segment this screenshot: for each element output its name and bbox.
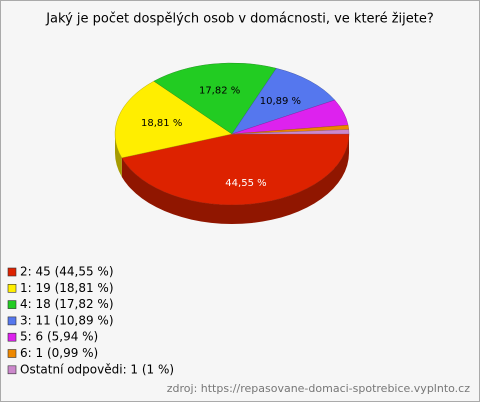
value-label: 10,89 % (260, 96, 301, 107)
legend-swatch (7, 332, 17, 342)
slice (153, 62, 277, 135)
legend-label: 1: 19 (18,81 %) (20, 281, 114, 295)
legend-swatch (7, 316, 17, 326)
slice-side (115, 134, 122, 177)
slice (114, 80, 233, 159)
legend-swatch (7, 283, 17, 293)
chart-title: Jaký je počet dospělých osob v domácnost… (45, 12, 434, 27)
source: zdroj: https://repasovane-domaci-spotreb… (167, 382, 470, 395)
value-label: 17,82 % (199, 86, 240, 97)
legend-label: 4: 18 (17,82 %) (20, 297, 114, 311)
legend-label: 6: 1 (0,99 %) (20, 346, 98, 360)
legend-swatch (7, 349, 17, 358)
slice (231, 129, 350, 135)
legend-swatch (7, 300, 17, 309)
legend-label: 2: 45 (44,55 %) (20, 265, 114, 279)
slice (231, 68, 336, 135)
slice (121, 133, 350, 206)
legend-swatch (7, 267, 17, 277)
legend-label: 5: 6 (5,94 %) (20, 330, 98, 344)
value-label: 18,81 % (141, 118, 182, 129)
legend-swatch (7, 365, 17, 375)
legend-label: Ostatní odpovědi: 1 (1 %) (20, 362, 174, 376)
slice-side (121, 134, 349, 225)
value-label: 44,55 % (225, 178, 266, 189)
legend-label: 3: 11 (10,89 %) (20, 313, 114, 327)
